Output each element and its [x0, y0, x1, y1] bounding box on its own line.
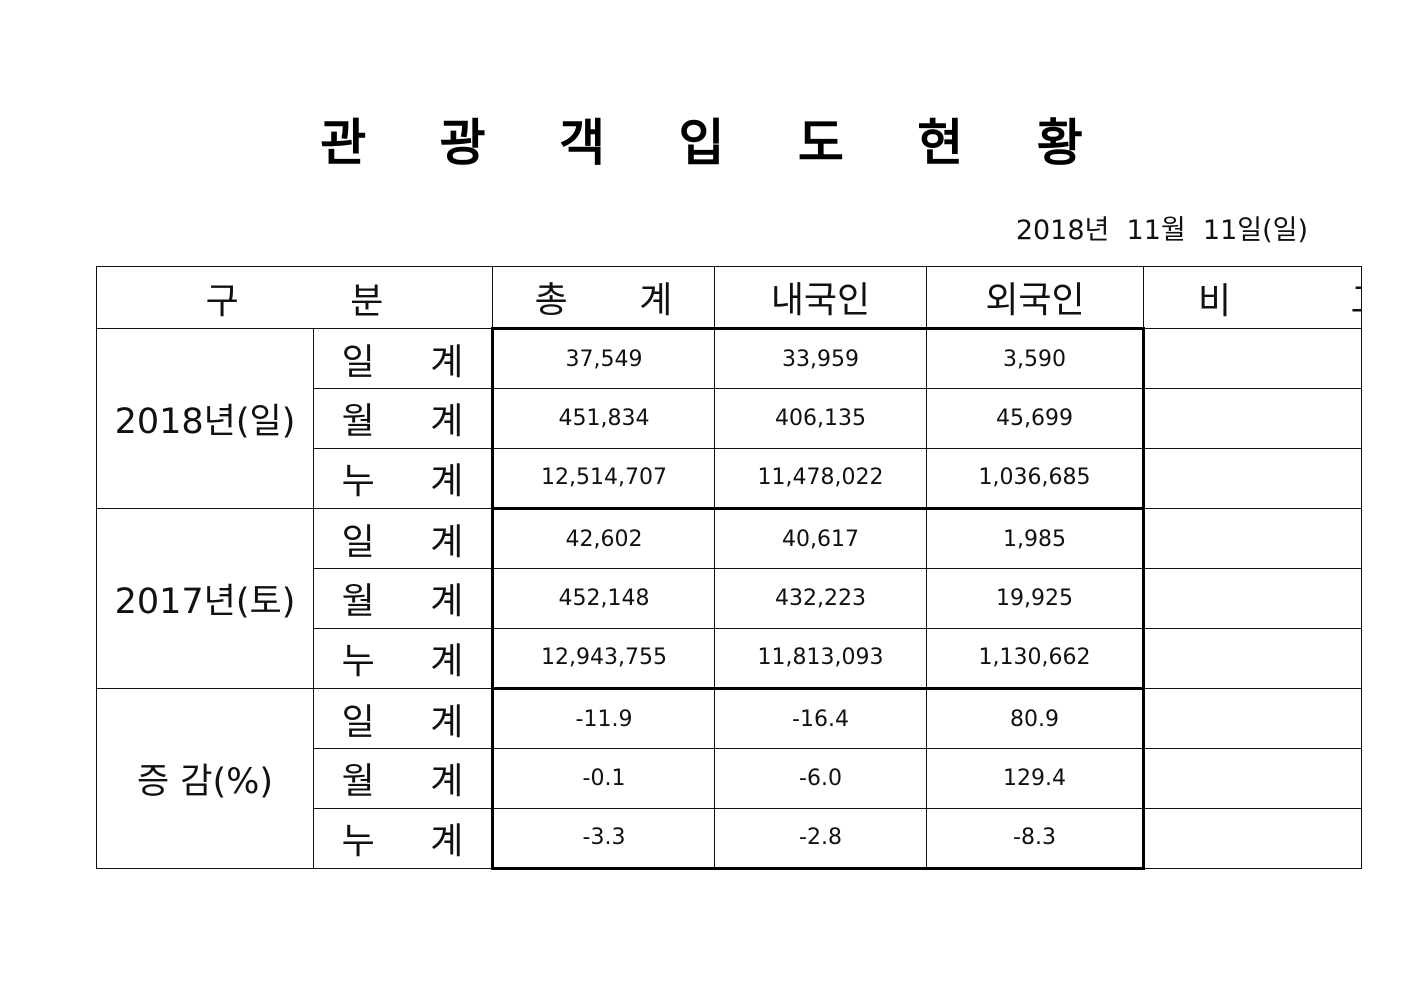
row-label: 일 계 — [313, 687, 493, 750]
cell-foreign: 19,925 — [926, 568, 1145, 629]
cell-domestic: 11,813,093 — [714, 627, 927, 689]
cell-total: 37,549 — [491, 326, 715, 390]
cell-foreign: 129.4 — [926, 748, 1145, 809]
cell-note — [1143, 568, 1362, 629]
cell-foreign: 1,036,685 — [926, 447, 1145, 509]
row-label: 누 계 — [313, 627, 493, 689]
cell-domestic: 40,617 — [714, 506, 927, 570]
table-row: 월 계 451,834 406,135 45,699 — [97, 388, 1362, 449]
group-label-2017: 2017년(토) — [96, 507, 314, 689]
cell-total: -11.9 — [491, 686, 715, 750]
cell-domestic: 432,223 — [714, 568, 927, 629]
cell-total: 12,514,707 — [491, 447, 715, 509]
cell-note — [1143, 748, 1362, 809]
cell-total: 12,943,755 — [491, 627, 715, 689]
cell-foreign: 1,130,662 — [926, 627, 1145, 689]
header-domestic: 내국인 — [714, 266, 927, 329]
table-row: 2017년(토) 일 계 42,602 40,617 1,985 — [96, 506, 1362, 689]
row-label: 일 계 — [313, 507, 493, 570]
row-label: 월 계 — [313, 568, 493, 629]
page-title: 관 광 객 입 도 현 황 — [320, 114, 1111, 172]
group-label-2018: 2018년(일) — [96, 328, 314, 509]
table-row: 누 계 12,514,707 11,478,022 1,036,685 — [97, 447, 1362, 509]
group-label-change-percent: 증 감(%) — [96, 687, 314, 870]
cell-note — [1143, 687, 1362, 750]
table-row: 2018년(일) 일 계 37,549 33,959 3,590 — [96, 326, 1362, 509]
cell-note — [1143, 627, 1362, 689]
row-label: 누 계 — [313, 447, 493, 509]
header-total: 총 계 — [492, 266, 715, 329]
cell-domestic: 11,478,022 — [714, 447, 927, 509]
table-row: 월 계 -0.1 -6.0 129.4 — [97, 748, 1362, 809]
row-label: 누 계 — [313, 807, 493, 870]
tourist-arrivals-table: 구 분 총 계 내국인 외국인 비 고 2018년(일) 일 계 37,549 … — [96, 266, 1362, 871]
row-label: 월 계 — [313, 748, 493, 809]
cell-foreign: 80.9 — [926, 686, 1145, 750]
cell-domestic: -2.8 — [714, 807, 927, 871]
cell-domestic: -6.0 — [714, 748, 927, 809]
header-row: 구 분 총 계 내국인 외국인 비 고 — [96, 266, 1362, 329]
header-category: 구 분 — [96, 266, 493, 329]
cell-foreign: -8.3 — [926, 807, 1145, 871]
report-date: 2018년 11월 11일(일) — [1015, 215, 1308, 246]
header-note: 비 고 — [1143, 266, 1362, 329]
table-row: 누 계 -3.3 -2.8 -8.3 — [97, 807, 1362, 871]
table-row: 증 감(%) 일 계 -11.9 -16.4 80.9 — [96, 686, 1362, 870]
cell-foreign: 1,985 — [926, 506, 1145, 570]
cell-total: 451,834 — [491, 388, 715, 449]
row-label: 월 계 — [313, 388, 493, 449]
table-row: 누 계 12,943,755 11,813,093 1,130,662 — [97, 627, 1362, 689]
cell-total: 42,602 — [491, 506, 715, 570]
cell-note — [1143, 807, 1362, 870]
table-row: 월 계 452,148 432,223 19,925 — [97, 568, 1362, 629]
cell-total: 452,148 — [491, 568, 715, 629]
cell-foreign: 45,699 — [926, 388, 1145, 449]
header-foreign: 외국인 — [926, 266, 1144, 329]
cell-note — [1143, 447, 1362, 509]
cell-total: -0.1 — [491, 748, 715, 809]
cell-domestic: 406,135 — [714, 388, 927, 449]
cell-note — [1143, 507, 1362, 570]
row-label: 일 계 — [313, 327, 493, 390]
cell-note — [1143, 327, 1362, 390]
cell-domestic: 33,959 — [714, 326, 927, 390]
cell-total: -3.3 — [491, 807, 715, 871]
cell-domestic: -16.4 — [714, 686, 927, 750]
tourist-arrivals-table-container: 구 분 총 계 내국인 외국인 비 고 2018년(일) 일 계 37,549 … — [96, 266, 1362, 871]
cell-note — [1143, 388, 1362, 449]
cell-foreign: 3,590 — [926, 326, 1145, 390]
